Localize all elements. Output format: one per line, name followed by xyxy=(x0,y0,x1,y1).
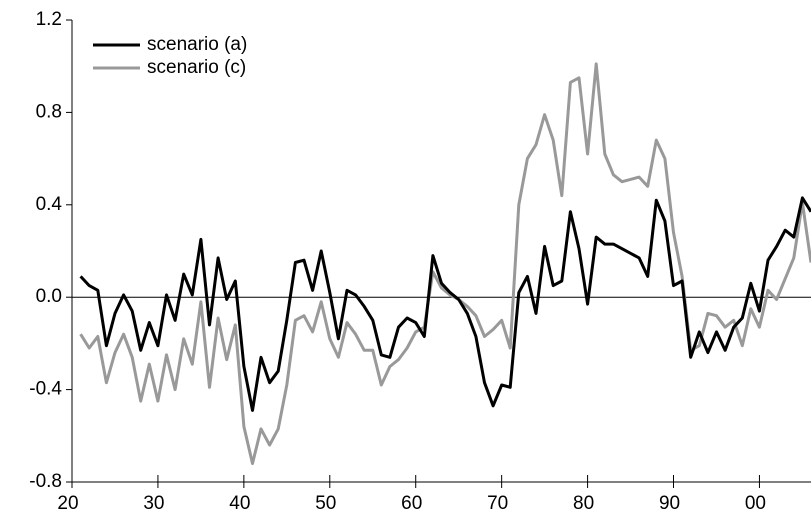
y-tick-label: 0.0 xyxy=(36,286,62,307)
y-tick-label: 1.2 xyxy=(36,9,62,30)
x-tick-label: 20 xyxy=(57,493,78,514)
x-tick-label: 40 xyxy=(229,493,250,514)
x-tick-label: 90 xyxy=(659,493,680,514)
x-tick-label: 50 xyxy=(315,493,336,514)
y-tick-label: -0.4 xyxy=(29,379,62,400)
series-line xyxy=(79,62,811,465)
x-tick-label: 80 xyxy=(573,493,594,514)
series-line xyxy=(79,196,811,412)
x-tick-label: 00 xyxy=(745,493,766,514)
y-tick-label: 0.8 xyxy=(36,101,62,122)
y-tick-label: -0.8 xyxy=(29,471,62,492)
legend-label: scenario (c) xyxy=(147,57,246,78)
y-tick-label: 0.4 xyxy=(36,194,63,215)
x-tick-label: 30 xyxy=(143,493,164,514)
x-tick-label: 70 xyxy=(487,493,508,514)
x-tick-label: 60 xyxy=(401,493,422,514)
legend-label: scenario (a) xyxy=(147,34,247,55)
